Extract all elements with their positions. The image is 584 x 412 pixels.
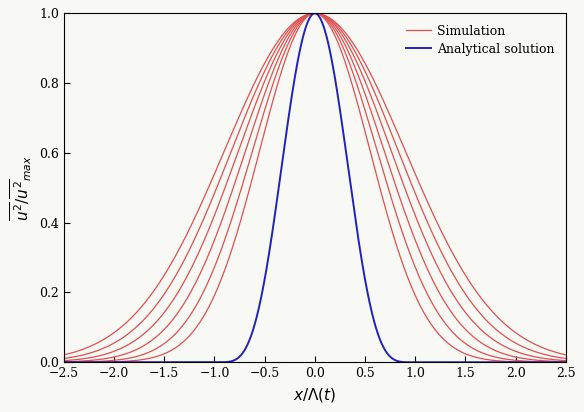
- Y-axis label: $\overline{u^2}/\overline{u^2}_{max}$: $\overline{u^2}/\overline{u^2}_{max}$: [8, 155, 33, 221]
- X-axis label: $x/\Lambda(t)$: $x/\Lambda(t)$: [293, 386, 336, 404]
- Legend: Simulation, Analytical solution: Simulation, Analytical solution: [401, 20, 559, 61]
